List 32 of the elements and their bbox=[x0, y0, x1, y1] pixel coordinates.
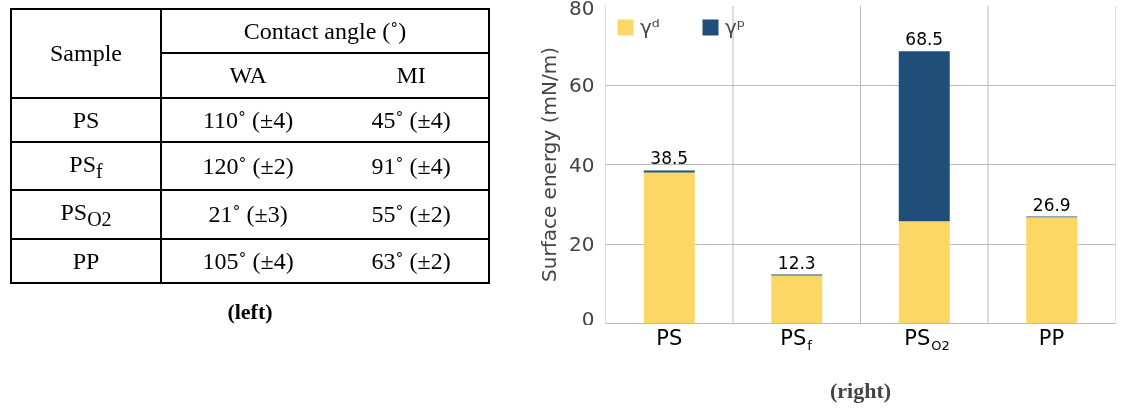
y-tick-label: 60 bbox=[569, 73, 595, 97]
x-tick-label: PS bbox=[656, 326, 683, 351]
legend-label: γᵖ bbox=[725, 15, 746, 39]
x-tick-label: PP bbox=[1038, 326, 1065, 351]
text: Sample bbox=[11, 9, 161, 98]
y-tick-label: 40 bbox=[569, 152, 595, 177]
text: PS$_{O2}$ bbox=[11, 190, 161, 239]
text: WA bbox=[161, 53, 335, 98]
text: 55˚ (±2) bbox=[334, 190, 489, 239]
text: 110˚ (±4) bbox=[161, 97, 335, 142]
text: (right) bbox=[829, 377, 892, 403]
total-label: 12.3 bbox=[777, 252, 816, 273]
y-tick-label: 20 bbox=[569, 232, 595, 256]
total-label: 38.5 bbox=[650, 148, 689, 169]
y-axis-title: Surface energy (mN/m) bbox=[537, 47, 562, 282]
total-label: 68.5 bbox=[905, 29, 944, 50]
text: MI bbox=[334, 53, 489, 98]
text: 91˚ (±4) bbox=[334, 141, 489, 191]
legend-label: γᵈ bbox=[640, 15, 660, 39]
text: 63˚ (±2) bbox=[334, 238, 489, 283]
text: 105˚ (±4) bbox=[161, 238, 335, 283]
text: (left) bbox=[226, 297, 274, 326]
y-tick-label: 80 bbox=[569, 0, 595, 20]
text: 120˚ (±2) bbox=[161, 141, 335, 191]
y-tick-label: 0 bbox=[581, 306, 595, 331]
text: PS$_{f}$ bbox=[11, 141, 161, 191]
text: 21˚ (±3) bbox=[161, 190, 335, 239]
text: PP bbox=[11, 238, 161, 283]
text: Contact angle (˚) bbox=[161, 9, 489, 54]
text: PS bbox=[11, 97, 161, 142]
total-label: 26.9 bbox=[1032, 194, 1071, 215]
text: 45˚ (±4) bbox=[334, 97, 489, 142]
